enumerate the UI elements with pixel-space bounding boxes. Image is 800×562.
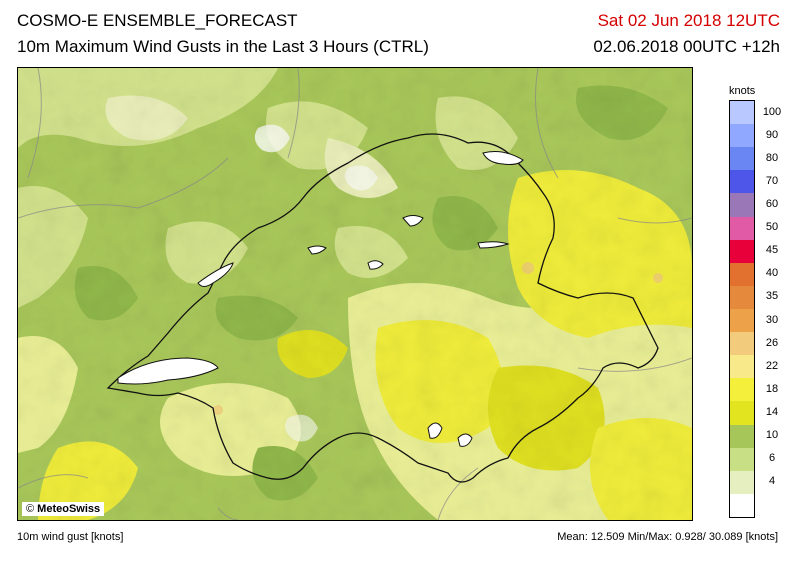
legend-tick-label: 60 — [765, 198, 779, 210]
valid-time: Sat 02 Jun 2018 12UTC — [597, 11, 780, 30]
footer-variable: 10m wind gust [knots] — [17, 531, 124, 543]
regional-boundaries — [18, 68, 692, 520]
lake-walen — [477, 241, 510, 249]
legend-tick-label: 45 — [765, 244, 779, 257]
lake-geneva — [117, 357, 219, 385]
lakes — [117, 151, 524, 447]
legend-unit: knots — [729, 85, 756, 97]
legend-color-box — [730, 216, 754, 240]
legend-color-box — [730, 101, 754, 125]
legend-color-box — [730, 262, 754, 286]
copyright-text: MeteoSwiss — [37, 503, 101, 515]
legend-tick-label: 22 — [765, 359, 779, 372]
map-title: COSMO-E ENSEMBLE_FORECAST — [17, 11, 298, 30]
legend-tick-label: 80 — [765, 151, 779, 164]
legend-color-box — [730, 470, 754, 494]
legend-color-box — [730, 193, 754, 217]
legend-tick-label: 14 — [765, 406, 779, 418]
legend-tick-label: 4 — [768, 475, 776, 488]
lake-lugano — [457, 433, 473, 447]
national-border — [106, 133, 659, 483]
legend-tick-label: 70 — [765, 174, 779, 187]
lake-neuchatel — [197, 262, 234, 287]
legend-tick-label: 35 — [765, 290, 779, 303]
lake-maggiore — [427, 422, 443, 439]
map-canvas — [18, 68, 692, 520]
legend-color-box — [730, 424, 754, 448]
legend-tick-label: 40 — [765, 267, 779, 280]
legend-tick-label: 100 — [762, 105, 782, 118]
lake-zurich — [402, 215, 424, 227]
legend-color-box — [730, 170, 754, 194]
map-subtitle: 10m Maximum Wind Gusts in the Last 3 Hou… — [17, 37, 429, 56]
legend-color-box — [730, 147, 754, 171]
run-time: 02.06.2018 00UTC +12h — [593, 37, 780, 56]
field-texture — [18, 68, 692, 520]
legend-tick-label: 18 — [765, 382, 779, 395]
legend-tick-label: 30 — [765, 313, 779, 326]
legend-color-box — [730, 355, 754, 379]
legend-color-box — [730, 447, 754, 471]
legend-tick-label: 90 — [765, 128, 779, 141]
legend-tick-label: 26 — [765, 336, 779, 349]
legend-color-box — [730, 239, 754, 263]
legend-color-box — [730, 378, 754, 402]
lake-thun — [307, 245, 327, 255]
legend-tick-label: 50 — [765, 221, 779, 234]
copyright-symbol: © — [26, 503, 35, 515]
legend-tick-label: 10 — [765, 429, 779, 442]
legend-color-box — [730, 493, 754, 517]
copyright-badge: © MeteoSwiss — [22, 502, 105, 516]
legend-color-box — [730, 285, 754, 309]
wind-gust-map: © MeteoSwiss — [17, 67, 693, 521]
legend-color-box — [730, 401, 754, 425]
color-legend — [729, 100, 755, 518]
legend-tick-label: 6 — [768, 452, 776, 465]
footer-stats: Mean: 12.509 Min/Max: 0.928/ 30.089 [kno… — [557, 531, 778, 543]
legend-color-box — [730, 124, 754, 148]
lake-constance — [482, 151, 524, 165]
legend-color-box — [730, 309, 754, 333]
legend-color-box — [730, 332, 754, 356]
lake-lucerne — [367, 260, 384, 270]
